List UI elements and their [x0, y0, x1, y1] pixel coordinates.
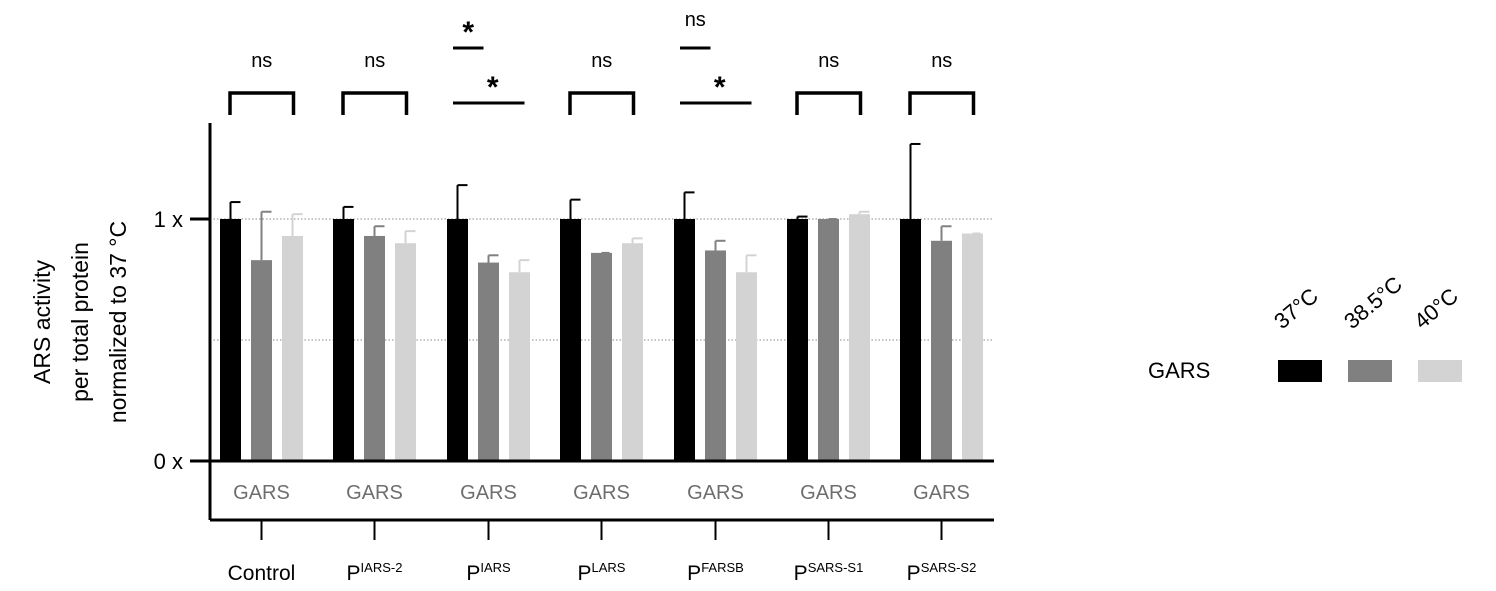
bar-2-2: [509, 272, 530, 461]
legend-label-0: 37°C: [1269, 283, 1323, 334]
category-main-0: Control: [228, 562, 296, 585]
significance-bracket-0: [228, 91, 296, 115]
bar-0-4: [674, 219, 695, 461]
bar-1-0: [251, 260, 272, 461]
significance-label-short-2: *: [462, 16, 474, 49]
significance-bracket-6: [908, 91, 976, 115]
bar-2-6: [962, 233, 983, 461]
y-axis-label-line-0: ARS activity: [29, 260, 55, 384]
significance-label-long-4: *: [714, 71, 726, 104]
bar-0-1: [333, 219, 354, 461]
category-label-3: PLARS: [578, 560, 626, 585]
significance-label-5: ns: [818, 50, 839, 72]
legend-swatch-0: [1278, 360, 1322, 382]
bar-2-4: [736, 272, 757, 461]
category-main-1: P: [347, 562, 361, 585]
bar-2-1: [395, 243, 416, 461]
category-label-6: PSARS-S2: [907, 560, 977, 585]
significance-bracket-1: [341, 91, 409, 115]
bar-1-3: [591, 252, 612, 461]
category-main-6: P: [907, 562, 921, 585]
bar-1-4: [705, 250, 726, 461]
category-label-1: PIARS-2: [347, 560, 403, 585]
legend-label-1: 38.5°C: [1339, 271, 1407, 334]
category-label-5: PSARS-S1: [794, 560, 864, 585]
bar-0-2: [447, 219, 468, 461]
gars-label-5: GARS: [800, 482, 857, 504]
bar-0-6: [900, 219, 921, 461]
category-main-2: P: [466, 562, 480, 585]
significance-label-0: ns: [251, 50, 272, 72]
bar-2-5: [849, 214, 870, 461]
category-label-0: Control: [228, 562, 296, 585]
category-sup-1: IARS-2: [361, 560, 403, 575]
legend-label-2: 40°C: [1409, 283, 1463, 334]
bar-2-0: [282, 235, 303, 461]
significance-bracket-5: [795, 91, 863, 115]
category-main-5: P: [794, 562, 808, 585]
category-sup-4: FARSB: [701, 560, 744, 575]
significance-label-long-2: *: [487, 71, 499, 104]
bar-0-5: [787, 219, 808, 461]
significance-label-3: ns: [591, 50, 612, 72]
legend-swatch-2: [1418, 360, 1462, 382]
gars-label-4: GARS: [687, 482, 744, 504]
bar-0-0: [220, 219, 241, 461]
gars-label-3: GARS: [573, 482, 630, 504]
category-sup-2: IARS: [480, 560, 511, 575]
gars-label-0: GARS: [233, 482, 290, 504]
bar-1-6: [931, 240, 952, 461]
gars-label-6: GARS: [913, 482, 970, 504]
gars-label-1: GARS: [346, 482, 403, 504]
bar-1-1: [364, 235, 385, 461]
category-sup-5: SARS-S1: [808, 560, 864, 575]
legend-row-label: GARS: [1148, 358, 1210, 383]
category-sup-6: SARS-S2: [921, 560, 977, 575]
bar-0-3: [560, 219, 581, 461]
significance-label-6: ns: [931, 50, 952, 72]
y-axis-label-line-1: per total protein: [67, 242, 93, 402]
significance-bracket-3: [568, 91, 636, 115]
bar-1-2: [478, 262, 499, 461]
ytick-label-0: 0 x: [154, 449, 183, 474]
significance-label-1: ns: [364, 50, 385, 72]
bar-2-3: [622, 243, 643, 461]
significance-label-short-4: ns: [685, 9, 706, 31]
y-axis-label-line-2: normalized to 37 °C: [105, 221, 131, 423]
category-main-3: P: [578, 562, 592, 585]
category-main-4: P: [687, 562, 701, 585]
gars-label-2: GARS: [460, 482, 517, 504]
bar-1-5: [818, 219, 839, 461]
ytick-label-1: 1 x: [154, 207, 183, 232]
category-label-2: PIARS: [466, 560, 511, 585]
category-label-4: PFARSB: [687, 560, 744, 585]
legend-swatch-1: [1348, 360, 1392, 382]
category-sup-3: LARS: [592, 560, 626, 575]
